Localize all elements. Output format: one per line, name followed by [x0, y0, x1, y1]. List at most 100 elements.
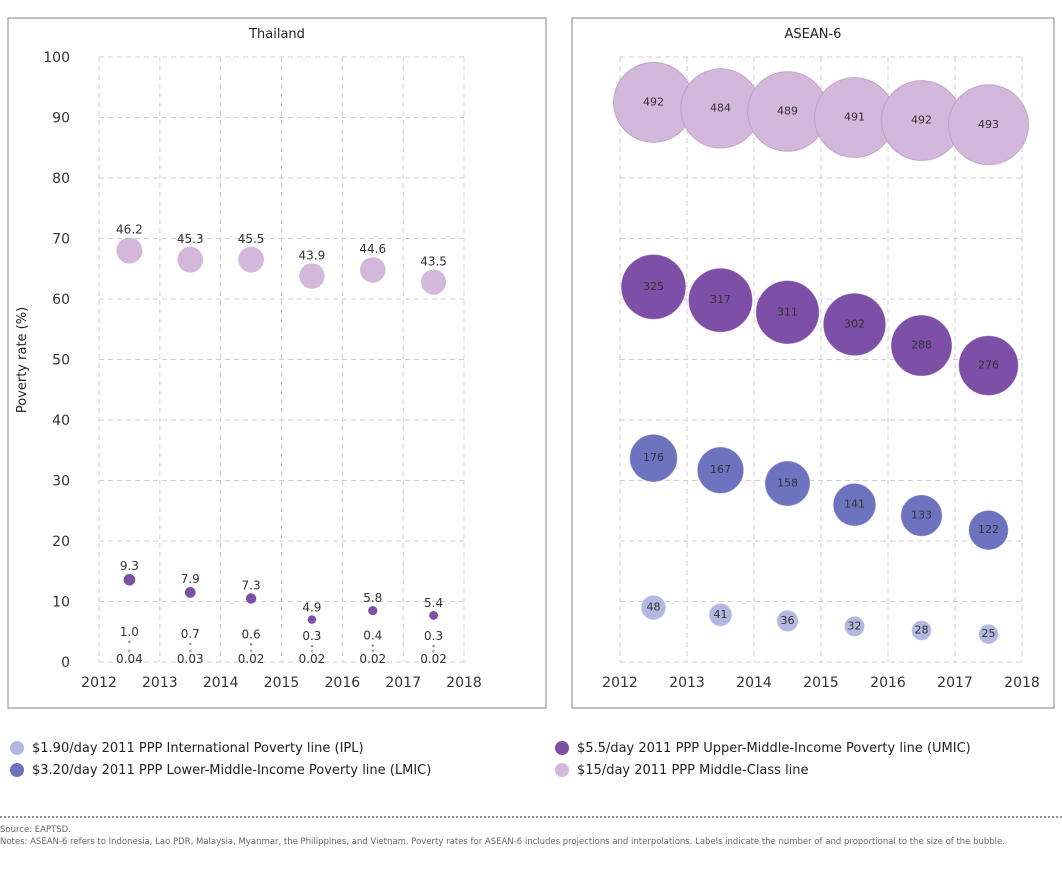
thailand-title: Thailand: [248, 27, 305, 42]
bubble-data-label: 0.6: [242, 627, 261, 641]
bubble-point: [299, 263, 325, 289]
bubble-data-label: 0.02: [420, 652, 447, 666]
bubble-point: [764, 460, 811, 507]
x-tick-label: 2014: [203, 675, 239, 691]
x-tick-label: 2018: [446, 675, 482, 691]
bubble-data-label: 9.3: [120, 559, 139, 573]
legend-label: $3.20/day 2011 PPP Lower-Middle-Income P…: [32, 762, 432, 778]
bubble-point: [123, 573, 136, 586]
bubble-data-label: 7.9: [181, 572, 200, 586]
notes-text: Notes: ASEAN-6 refers to Indonesia, Lao …: [0, 837, 1005, 847]
bubble-point: [832, 482, 877, 527]
bubble-data-label: 122: [978, 523, 999, 536]
x-tick-label: 2013: [142, 675, 178, 691]
bubble-point: [245, 593, 257, 604]
bubble-data-label: 48: [647, 601, 661, 614]
bubble-point: [776, 609, 799, 633]
bubble-data-label: 28: [915, 624, 929, 637]
bubble-data-label: 0.02: [359, 652, 386, 666]
bubble-data-label: 167: [710, 463, 731, 476]
bubble-data-label: 0.02: [299, 652, 326, 666]
bubble-point: [948, 84, 1029, 166]
legend-item: $3.20/day 2011 PPP Lower-Middle-Income P…: [10, 759, 431, 781]
tiny-point: [128, 640, 131, 644]
bubble-data-label: 0.02: [238, 652, 265, 666]
bubble-point: [177, 246, 204, 273]
bubble-point: [755, 280, 820, 345]
bubble-data-label: 489: [777, 104, 798, 117]
bubble-point: [687, 267, 754, 333]
legend-swatch: [10, 741, 24, 755]
tiny-point: [128, 649, 131, 652]
y-tick-label: 50: [52, 353, 70, 369]
legend-label: $5.5/day 2011 PPP Upper-Middle-Income Po…: [577, 740, 971, 756]
y-tick-label: 60: [52, 292, 70, 308]
tiny-point: [371, 649, 374, 653]
y-tick-label: 70: [52, 232, 70, 248]
legend-left: $1.90/day 2011 PPP International Poverty…: [10, 737, 431, 781]
bubble-point: [429, 610, 439, 620]
bubble-data-label: 0.3: [302, 629, 321, 643]
legend-swatch: [555, 763, 569, 777]
tiny-point: [371, 644, 374, 647]
bubble-point: [911, 620, 932, 642]
bubble-point: [968, 509, 1009, 551]
bubble-data-label: 5.8: [363, 591, 382, 605]
bubble-point: [359, 257, 386, 283]
bubble-data-label: 44.6: [359, 242, 386, 256]
y-tick-label: 30: [52, 474, 70, 490]
bubble-point: [843, 615, 866, 637]
thailand-frame: [7, 17, 547, 709]
bubble-data-label: 0.04: [116, 652, 143, 666]
bubble-data-label: 302: [844, 317, 865, 330]
bubble-data-label: 36: [781, 614, 795, 627]
legend-right: $5.5/day 2011 PPP Upper-Middle-Income Po…: [555, 737, 971, 781]
y-tick-label: 40: [52, 413, 70, 429]
x-tick-label: 2016: [325, 675, 361, 691]
bubble-point: [620, 253, 687, 320]
bubble-point: [640, 594, 667, 621]
y-tick-label: 90: [52, 111, 70, 127]
bubble-data-label: 41: [714, 608, 728, 621]
x-tick-label: 2015: [264, 675, 300, 691]
bubble-data-label: 288: [911, 339, 932, 352]
legend-label: $15/day 2011 PPP Middle-Class line: [577, 762, 809, 778]
y-tick-label: 80: [52, 171, 70, 187]
bubble-charts: Thailand Poverty rate (%) 2012 2013 2014 20…: [7, 17, 1055, 709]
bubble-data-label: 5.4: [424, 596, 443, 610]
legend-item: $5.5/day 2011 PPP Upper-Middle-Income Po…: [555, 737, 971, 759]
tiny-point: [249, 643, 253, 646]
bubble-point: [116, 237, 143, 264]
tiny-point: [310, 649, 314, 653]
y-tick-label: 100: [43, 50, 70, 66]
legend-item: $15/day 2011 PPP Middle-Class line: [555, 759, 971, 781]
bubble-data-label: 493: [978, 118, 999, 131]
bubble-data-label: 141: [844, 498, 865, 511]
bubble-point: [890, 314, 953, 377]
x-tick-label: 2015: [803, 675, 839, 691]
bubble-data-label: 491: [844, 111, 865, 124]
notes: Source: EAPTSD. Notes: ASEAN-6 refers to…: [0, 824, 1060, 848]
tiny-point: [310, 644, 314, 648]
bubble-data-label: 484: [710, 101, 731, 114]
legend-label: $1.90/day 2011 PPP International Poverty…: [32, 740, 364, 756]
bubble-point: [708, 602, 733, 627]
bubble-data-label: 133: [911, 509, 932, 522]
bubble-point: [629, 433, 678, 483]
tiny-point: [432, 644, 435, 648]
source-note: Source: EAPTSD.: [0, 825, 71, 835]
bubble-data-label: 492: [911, 114, 932, 127]
bubble-data-label: 311: [777, 305, 798, 318]
x-tick-label: 2017: [937, 675, 973, 691]
legend-item: $1.90/day 2011 PPP International Poverty…: [10, 737, 431, 759]
bubble-point: [238, 246, 264, 273]
bubble-data-label: 0.3: [424, 629, 443, 643]
tiny-point: [432, 649, 435, 653]
x-tick-label: 2013: [669, 675, 705, 691]
bubble-point: [696, 446, 745, 494]
x-tick-label: 2012: [81, 675, 117, 691]
x-tick-label: 2016: [870, 675, 906, 691]
x-tick-label: 2012: [602, 675, 638, 691]
x-tick-label: 2014: [736, 675, 772, 691]
x-tick-label: 2018: [1004, 675, 1040, 691]
